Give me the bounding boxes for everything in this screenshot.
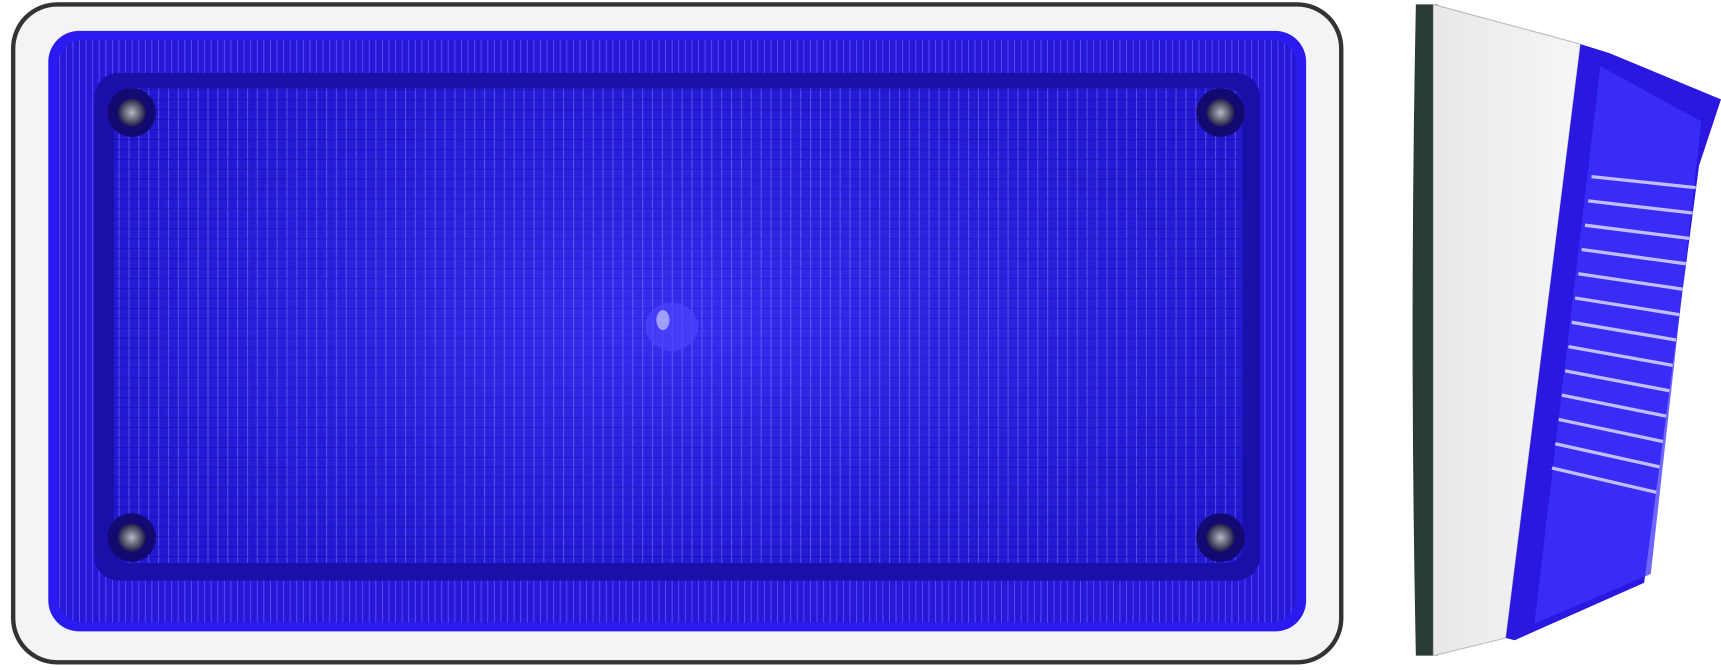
screws: [107, 88, 1245, 562]
lens-center: [645, 302, 699, 352]
lens-highlight: [656, 310, 670, 331]
side-ribs: [1551, 174, 1696, 494]
side-base: [1412, 4, 1438, 656]
side-lens-face: [1534, 66, 1702, 624]
